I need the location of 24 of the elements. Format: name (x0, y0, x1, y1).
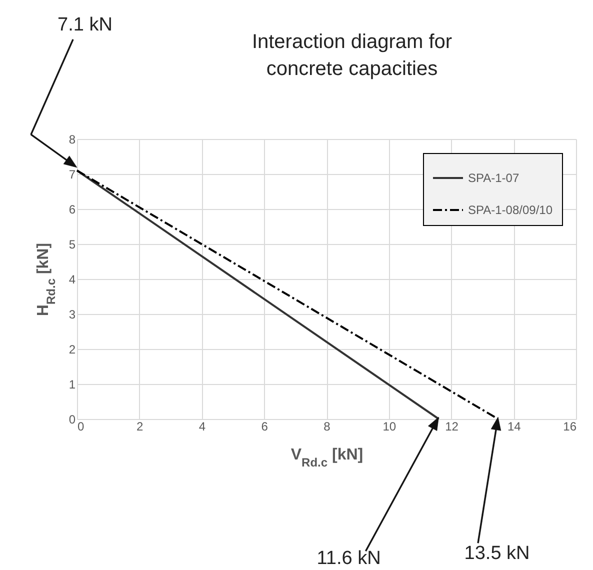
x-axis-title: V$_{Rd.c}$ [kN] (290, 446, 364, 470)
x-tick-label: 10 (382, 420, 396, 434)
y-tick-label: 1 (68, 378, 76, 392)
y-tick-label: 6 (68, 202, 76, 216)
y-tick-label: 2 (68, 342, 76, 356)
x-tick-label: 12 (445, 420, 459, 434)
x-tick-label: 14 (507, 420, 522, 434)
x-tick-label: 16 (563, 420, 577, 434)
text: 11.6 kN (316, 548, 381, 569)
legend-label: SPA-1-07 (468, 171, 520, 185)
x-tick-label: 4 (198, 420, 206, 434)
y-tick-label: 3 (68, 308, 76, 322)
y-tick-label: 5 (68, 238, 76, 252)
y-tick-label: 8 (68, 132, 76, 146)
chart-title: Interaction diagram for concrete capacities (252, 31, 452, 80)
legend-label: SPA-1-08/09/10 (468, 203, 553, 217)
x-tick-label: 6 (261, 420, 268, 434)
x-tick-label: 8 (324, 420, 331, 434)
text: 13.5 kN (464, 543, 530, 564)
y-tick-label: 7 (68, 168, 76, 182)
text: 7.1 kN (58, 14, 112, 36)
x-tick-label: 0 (78, 420, 84, 434)
y-tick-label: 4 (68, 272, 76, 286)
x-tick-label: 2 (136, 420, 144, 434)
